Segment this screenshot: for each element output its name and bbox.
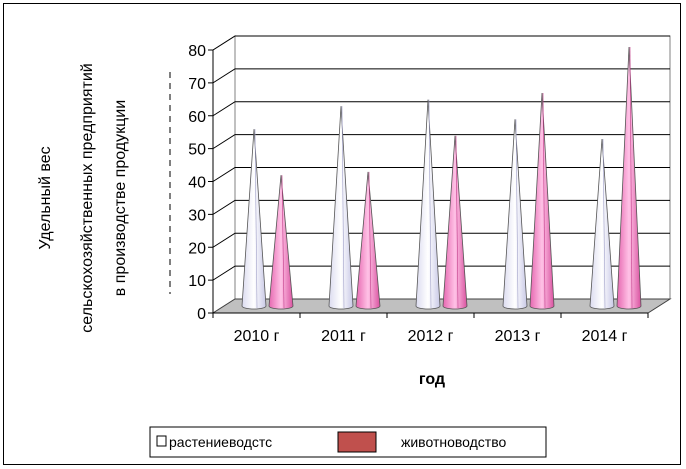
y-tick-label: 70 xyxy=(188,76,206,93)
y-tick-label: 20 xyxy=(188,240,206,257)
grid-line xyxy=(212,265,670,281)
cone-edge xyxy=(428,99,432,309)
y-tick-label: 0 xyxy=(197,306,206,323)
y-axis-title-line: Удельный вес xyxy=(37,146,54,249)
x-tick-label: 2012 г xyxy=(408,328,454,345)
cone-crop-production xyxy=(502,119,528,310)
x-tick-label: 2011 г xyxy=(321,328,366,345)
cone-edge xyxy=(341,106,345,309)
y-tick-label: 30 xyxy=(188,207,206,224)
cone-edge xyxy=(515,119,519,309)
cone-livestock xyxy=(616,46,642,310)
y-axis-title: Удельный вес сельскохозяйственных предпри… xyxy=(37,63,129,332)
y-tick-label: 40 xyxy=(188,175,206,192)
y-ticks: 0 10 20 30 40 50 60 70 80 xyxy=(188,43,214,323)
chart-frame xyxy=(3,3,681,465)
cone-body xyxy=(589,139,615,310)
grid-line xyxy=(212,134,670,150)
y-tick-label: 80 xyxy=(188,43,206,60)
cone-edge xyxy=(542,93,546,309)
cone-edge xyxy=(629,46,633,309)
grid-line xyxy=(212,232,670,248)
x-axis-label: год xyxy=(419,371,445,388)
cone-crop-production xyxy=(328,106,354,310)
grid-lines xyxy=(212,35,670,281)
cone-edge xyxy=(455,135,459,309)
cone-crop-production xyxy=(589,139,615,310)
cone-livestock xyxy=(268,175,294,310)
chart-marks xyxy=(241,46,642,310)
cone-body xyxy=(616,46,642,310)
cone-livestock xyxy=(355,171,381,310)
x-tick-label: 2013 г xyxy=(495,328,541,345)
cone-crop-production xyxy=(415,99,441,310)
cone-body xyxy=(502,119,528,310)
x-tick-label: 2014 г xyxy=(582,328,628,345)
y-axis-title-line: сельскохозяйственных предприятий xyxy=(79,63,96,332)
cone-edge xyxy=(368,171,372,309)
cone-edge xyxy=(602,139,606,309)
y-axis-title-line: в производстве продукции xyxy=(112,100,129,296)
legend-label-crop-production: растениеводстс xyxy=(169,434,272,450)
cone-body xyxy=(355,171,381,310)
legend-swatch-crop-production xyxy=(156,435,167,447)
cone-livestock xyxy=(529,93,555,310)
cone-body xyxy=(241,129,267,310)
x-ticks: 2010 г 2011 г 2012 г 2013 г 2014 г xyxy=(212,312,649,345)
cone-livestock xyxy=(442,135,468,310)
cone-edge xyxy=(254,129,258,309)
legend: растениеводстс животноводство xyxy=(149,426,547,458)
cone-crop-production xyxy=(241,129,267,310)
grid-line xyxy=(212,101,670,117)
grid-line xyxy=(212,167,670,182)
cone-edge xyxy=(281,175,285,309)
cone-body xyxy=(328,106,354,310)
grid-line xyxy=(212,199,670,215)
grid-line xyxy=(212,68,670,84)
cone-body xyxy=(442,135,468,310)
grid-line xyxy=(212,35,670,51)
x-tick-label: 2010 г xyxy=(234,328,280,345)
cone-body xyxy=(529,93,555,310)
y-tick-label: 10 xyxy=(188,273,206,290)
cone-body xyxy=(415,99,441,310)
legend-label-livestock: животноводство xyxy=(401,434,506,450)
cone-body xyxy=(268,175,294,310)
y-tick-label: 60 xyxy=(188,109,206,126)
y-tick-label: 50 xyxy=(188,142,206,159)
legend-swatch-livestock xyxy=(337,431,377,453)
